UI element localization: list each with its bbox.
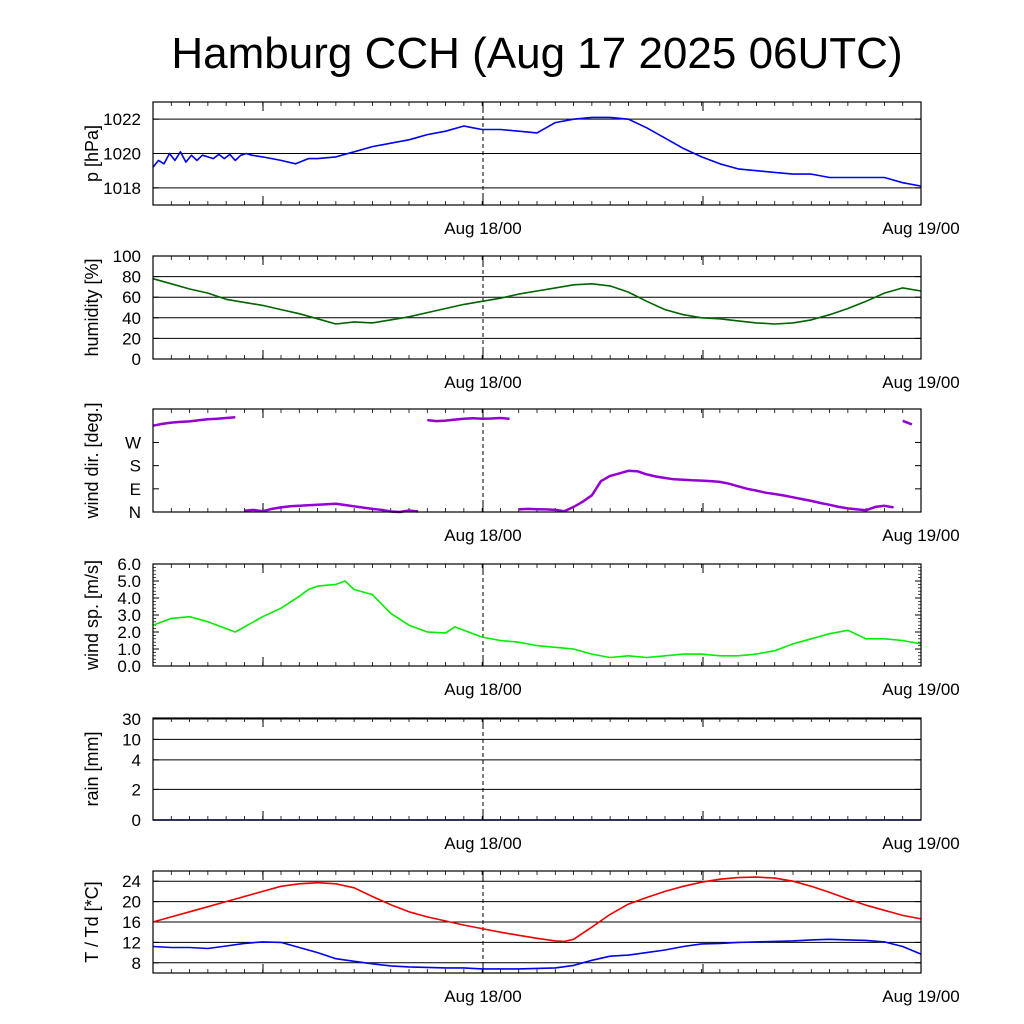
y-axis-label: humidity [%]	[82, 258, 102, 356]
x-tick-label: Aug 18/00	[444, 987, 522, 1006]
series-line	[152, 876, 922, 943]
y-tick-label: W	[125, 433, 141, 452]
x-tick-label: Aug 19/00	[882, 987, 960, 1006]
y-tick-label: 20	[122, 329, 141, 348]
series-line	[152, 116, 922, 187]
series-line	[152, 580, 922, 659]
y-axis-label: wind sp. [m/s]	[82, 560, 102, 671]
y-tick-label: 1018	[103, 179, 141, 198]
y-tick-label: 24	[122, 872, 141, 891]
y-tick-label: 16	[122, 913, 141, 932]
x-tick-label: Aug 18/00	[444, 834, 522, 853]
series-line	[152, 938, 922, 970]
plot-frame	[152, 408, 922, 513]
y-tick-label: 4	[132, 751, 141, 770]
y-tick-label: N	[129, 503, 141, 522]
y-tick-label: 12	[122, 933, 141, 952]
y-tick-label: 1.0	[117, 640, 141, 659]
y-tick-label: 0	[132, 350, 141, 369]
x-tick-label: Aug 18/00	[444, 526, 522, 545]
y-tick-label: 20	[122, 893, 141, 912]
x-tick-label: Aug 19/00	[882, 373, 960, 392]
x-tick-label: Aug 19/00	[882, 526, 960, 545]
panel-wind-speed: 0.01.02.03.04.05.06.0 wind sp. [m/s] Aug 1…	[82, 555, 960, 699]
series-line	[152, 415, 236, 427]
plot-frame	[152, 563, 922, 667]
y-tick-label: 0	[132, 811, 141, 830]
y-tick-label: 2	[132, 780, 141, 799]
y-tick-label: 10	[122, 730, 141, 749]
series-line	[427, 416, 510, 423]
x-tick-label: Aug 19/00	[882, 219, 960, 238]
y-axis-label: p [hPa]	[82, 125, 102, 182]
y-tick-label: 80	[122, 268, 141, 287]
y-tick-label: 8	[132, 954, 141, 973]
y-tick-label: 0.0	[117, 657, 141, 676]
x-tick-label: Aug 18/00	[444, 373, 522, 392]
y-tick-label: 4.0	[117, 589, 141, 608]
y-tick-label: 40	[122, 309, 141, 328]
series-line	[902, 419, 913, 426]
y-tick-label: 1020	[103, 145, 141, 164]
chart-title: Hamburg CCH (Aug 17 2025 06UTC)	[171, 29, 902, 78]
y-axis-label: T / Td [*C]	[82, 881, 102, 962]
x-tick-label: Aug 18/00	[444, 219, 522, 238]
y-tick-label: E	[130, 480, 141, 499]
x-tick-label: Aug 19/00	[882, 834, 960, 853]
y-tick-label: S	[130, 457, 141, 476]
series-line	[152, 277, 922, 325]
y-tick-label: 100	[113, 247, 141, 266]
x-tick-label: Aug 18/00	[444, 680, 522, 699]
plot-frame	[152, 870, 922, 974]
y-axis-label: wind dir. [deg.]	[82, 402, 102, 519]
y-tick-label: 60	[122, 288, 141, 307]
x-tick-label: Aug 19/00	[882, 680, 960, 699]
y-tick-label: 5.0	[117, 572, 141, 591]
y-tick-label: 3.0	[117, 606, 141, 625]
plot-frame	[152, 717, 922, 821]
plot-frame	[152, 255, 922, 360]
y-axis-label: rain [mm]	[82, 731, 102, 806]
series-line	[518, 469, 894, 513]
y-tick-label: 1022	[103, 110, 141, 129]
y-tick-label: 30	[122, 710, 141, 729]
y-tick-label: 6.0	[117, 555, 141, 574]
plot-frame	[152, 101, 922, 206]
series-line	[244, 502, 419, 514]
y-tick-label: 2.0	[117, 623, 141, 642]
